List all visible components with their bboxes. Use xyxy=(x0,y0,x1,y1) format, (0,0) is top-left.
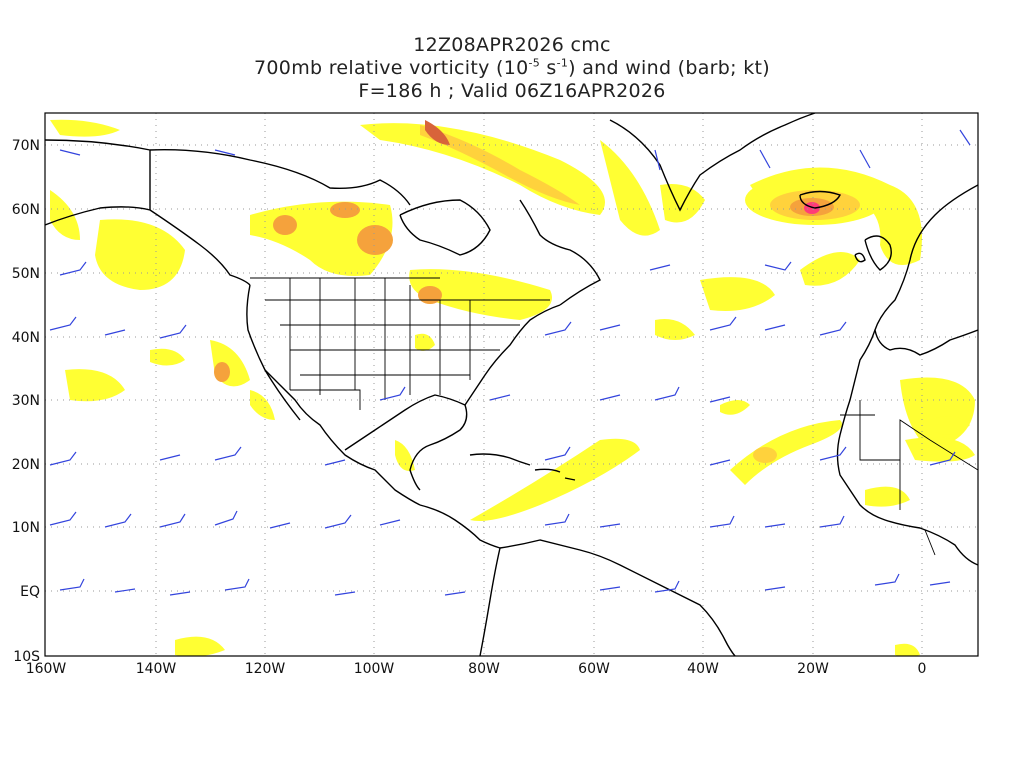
lon-label: 40W xyxy=(687,661,719,677)
political-boundaries xyxy=(250,277,978,556)
chart-title-run: 12Z08APR2026 cmc xyxy=(413,34,611,56)
lat-lon-grid xyxy=(45,113,978,656)
wind-barbs xyxy=(49,129,971,596)
chart-title-valid: F=186 h ; Valid 06Z16APR2026 xyxy=(358,80,666,102)
latitude-labels: 70N 60N 50N 40N 30N 20N 10N EQ 10S xyxy=(12,138,40,665)
lon-label: 80W xyxy=(468,661,500,677)
chart-title-field: 700mb relative vorticity (10-5 s-1) and … xyxy=(254,56,770,79)
lon-label: 0 xyxy=(918,661,927,677)
lat-label: 50N xyxy=(12,266,40,282)
lat-label: 10N xyxy=(12,520,40,536)
lat-label: EQ xyxy=(20,584,40,600)
lat-label: 60N xyxy=(12,202,40,218)
longitude-labels: 160W 140W 120W 100W 80W 60W 40W 20W 0 xyxy=(26,661,927,677)
lat-label: 30N xyxy=(12,393,40,409)
lon-label: 120W xyxy=(245,661,286,677)
lat-label: 10S xyxy=(13,649,40,665)
lat-label: 70N xyxy=(12,138,40,154)
coastlines xyxy=(45,113,978,656)
lon-label: 140W xyxy=(136,661,177,677)
lon-label: 60W xyxy=(578,661,610,677)
plot-frame xyxy=(44,112,979,657)
lon-label: 20W xyxy=(797,661,829,677)
lon-label: 160W xyxy=(26,661,67,677)
lat-label: 20N xyxy=(12,457,40,473)
lon-label: 100W xyxy=(354,661,395,677)
lat-label: 40N xyxy=(12,330,40,346)
